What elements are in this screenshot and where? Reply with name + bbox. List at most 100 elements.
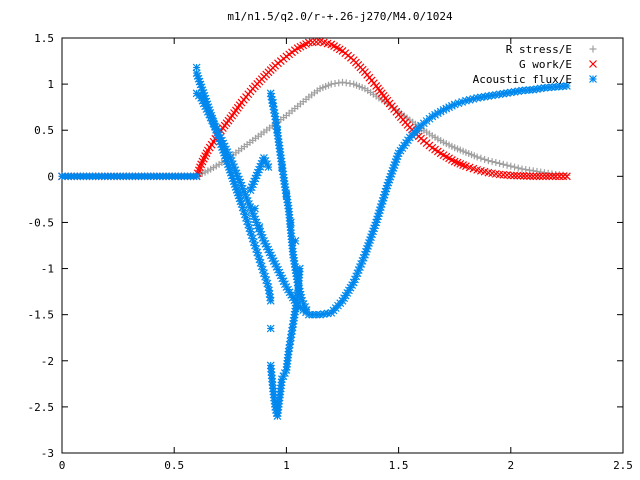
data-point [514,87,523,96]
data-point [266,293,275,302]
y-tick-label: -1 [41,263,54,276]
data-point [436,149,445,158]
data-point [224,116,233,125]
data-point [448,142,456,150]
data-point [470,152,478,160]
data-point [525,86,534,94]
series-1 [58,37,571,181]
data-point [286,337,295,346]
data-point [308,38,317,47]
data-point [202,149,211,158]
data-point [491,169,500,178]
data-point [277,378,286,387]
data-point [503,171,511,180]
data-point [545,172,554,181]
data-point [302,40,310,48]
data-point [559,172,568,181]
data-point [480,167,489,176]
data-point [499,170,508,179]
data-point [511,163,519,171]
axis-ticks: 0 0.5 1 1.5 2 2.5 1.5 1 0.5 0 -0.5 -1 -1.5 -2 -2.5 -3 [28,32,633,472]
x-tick-label: 2 [507,459,514,472]
data-point [270,109,279,118]
data-point [425,130,433,138]
legend-marker [589,75,597,83]
series-2 [58,63,571,421]
data-point [382,184,391,193]
data-point [392,107,401,116]
data-point [480,92,489,101]
data-point [279,173,288,182]
data-point [532,172,541,181]
data-point [280,369,289,377]
data-point [291,105,299,113]
data-point [555,172,564,181]
data-point [268,381,277,390]
data-point [359,253,368,262]
y-tick-label: -1.5 [28,309,55,322]
data-point [513,171,522,180]
data-point [510,171,518,180]
data-point [335,79,343,87]
data-point [301,303,310,311]
data-point [518,165,526,173]
data-point [499,160,507,168]
legend-label: Acoustic flux/E [473,73,572,86]
data-point [548,172,557,181]
data-point [526,172,534,181]
data-point [346,79,354,87]
data-point [201,168,209,176]
data-point [369,90,377,98]
x-tick-label: 1 [283,459,290,472]
data-point [263,160,271,168]
y-tick-label: 1.5 [34,32,54,45]
data-point [507,162,515,170]
legend-marker [589,60,597,68]
data-point [246,138,254,146]
data-point [288,323,297,332]
data-point [459,147,467,155]
data-point [522,172,531,180]
series-layer [58,37,571,421]
data-point [516,171,525,180]
data-point [263,279,272,288]
data-point [358,84,366,92]
data-point [559,82,568,91]
data-point [503,161,511,169]
data-point [312,310,321,319]
plot-border [61,37,624,454]
data-point [477,154,485,162]
data-point [297,293,306,302]
data-point [526,166,533,174]
data-point [529,172,538,181]
data-point [488,158,496,166]
legend-label: G work/E [519,58,572,71]
y-tick-label: -2.5 [28,401,55,414]
data-point [324,81,332,89]
legend-marker [589,45,597,53]
y-tick-label: -2 [41,355,54,368]
data-point [335,45,344,54]
y-tick-label: 0.5 [34,124,54,137]
data-point [551,172,560,181]
data-point [404,136,412,145]
legend: R stress/E G work/E Acoustic flux/E [473,43,597,86]
data-point [258,233,267,242]
data-point [447,156,456,164]
data-point [323,39,332,48]
data-point [522,166,530,174]
data-point [496,159,504,167]
data-point [536,84,545,93]
plot-frame [61,37,624,454]
data-point [425,114,434,123]
data-point [447,101,456,110]
data-point [235,101,244,110]
data-point [469,164,478,173]
x-tick-label: 0.5 [164,459,184,472]
data-point [458,98,467,106]
data-point [371,221,380,230]
y-tick-label: 0 [47,170,54,183]
data-point [514,164,522,172]
data-point [279,54,288,63]
